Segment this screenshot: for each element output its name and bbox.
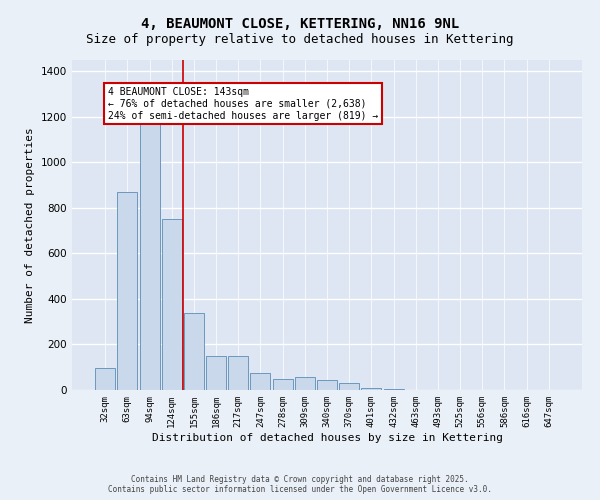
Bar — [118, 192, 137, 390]
Bar — [140, 110, 160, 390]
Bar — [206, 356, 226, 390]
Y-axis label: Number of detached properties: Number of detached properties — [25, 127, 35, 323]
Text: 4, BEAUMONT CLOSE, KETTERING, NN16 9NL: 4, BEAUMONT CLOSE, KETTERING, NN16 9NL — [141, 18, 459, 32]
Bar — [184, 312, 204, 390]
Text: 4 BEAUMONT CLOSE: 143sqm
← 76% of detached houses are smaller (2,638)
24% of sem: 4 BEAUMONT CLOSE: 143sqm ← 76% of detach… — [108, 88, 378, 120]
Text: Size of property relative to detached houses in Kettering: Size of property relative to detached ho… — [86, 32, 514, 46]
Bar — [272, 378, 293, 390]
Bar — [162, 220, 182, 390]
Bar — [250, 373, 271, 390]
Bar — [361, 388, 382, 390]
Bar — [317, 380, 337, 390]
X-axis label: Distribution of detached houses by size in Kettering: Distribution of detached houses by size … — [151, 432, 503, 442]
Bar — [95, 368, 115, 390]
Bar — [295, 378, 315, 390]
Text: Contains HM Land Registry data © Crown copyright and database right 2025.
Contai: Contains HM Land Registry data © Crown c… — [108, 474, 492, 494]
Bar — [228, 356, 248, 390]
Bar — [339, 383, 359, 390]
